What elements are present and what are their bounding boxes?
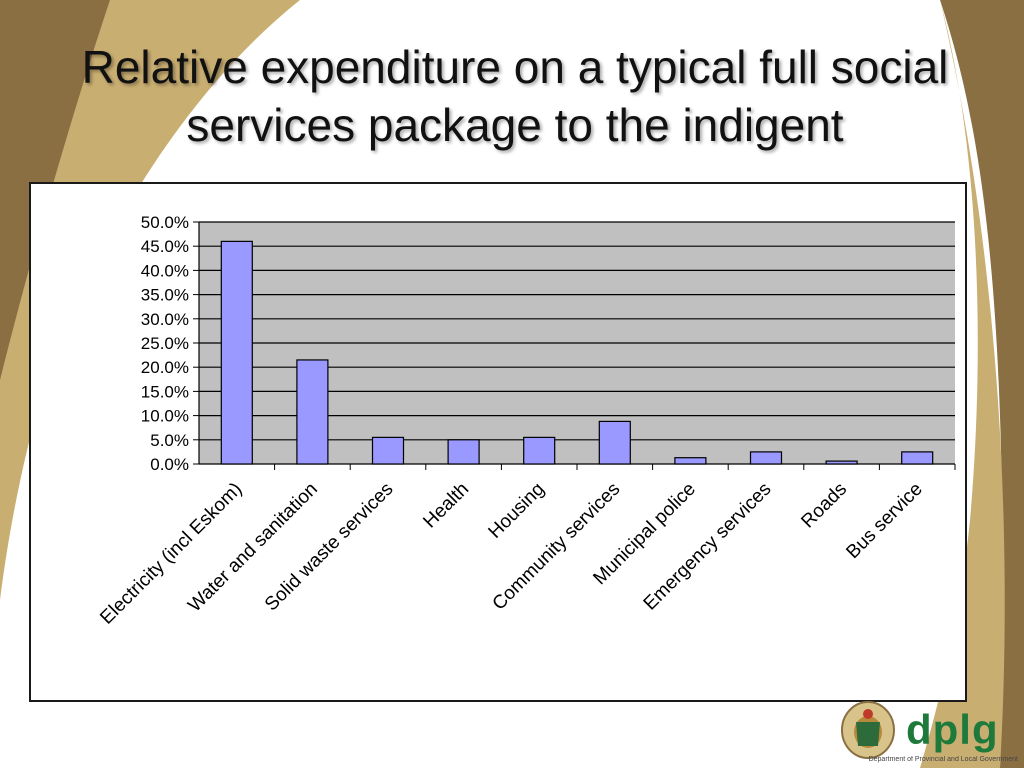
dplg-logo: dplg [906, 706, 999, 753]
bar [220, 240, 253, 465]
bar [523, 436, 556, 465]
bar [296, 359, 329, 465]
bar [371, 436, 405, 465]
y-tick-label: 50.0% [141, 213, 189, 232]
bar [825, 460, 858, 465]
bar [674, 457, 707, 465]
x-tick-label: Community services [489, 479, 625, 615]
x-tick-label: Water and sanitation [184, 479, 322, 617]
y-tick-label: 45.0% [141, 237, 189, 256]
x-tick-label: Housing [485, 479, 549, 543]
x-tick-label: Solid waste services [261, 479, 398, 616]
y-tick-label: 10.0% [141, 407, 189, 426]
bar [598, 420, 631, 465]
bar-chart: 0.0% 5.0% 10.0% 15.0% 20.0% 25.0% 30.0% 35.0% 40… [96, 213, 956, 629]
coat-of-arms-icon [841, 701, 895, 759]
y-tick-label: 25.0% [141, 334, 189, 353]
logo-caption: Department of Provincial and Local Gover… [868, 756, 1018, 763]
y-tick-label: 5.0% [150, 431, 189, 450]
x-tick-label: Electricity (incl Eskom) [96, 479, 246, 629]
y-tick-label: 40.0% [141, 261, 189, 280]
y-tick-label: 30.0% [141, 310, 189, 329]
y-tick-label: 20.0% [141, 358, 189, 377]
bar [749, 451, 783, 465]
y-tick-label: 0.0% [150, 455, 189, 474]
x-tick-label: Roads [797, 479, 851, 533]
bar [447, 439, 480, 465]
y-tick-label: 35.0% [141, 286, 189, 305]
slide-title: Relative expenditure on a typical full s… [81, 41, 949, 151]
x-tick-label: Health [419, 479, 473, 533]
x-tick-label: Emergency services [640, 479, 776, 615]
x-tick-label: Bus service [842, 479, 926, 563]
y-tick-label: 15.0% [141, 382, 189, 401]
bar [901, 451, 934, 465]
